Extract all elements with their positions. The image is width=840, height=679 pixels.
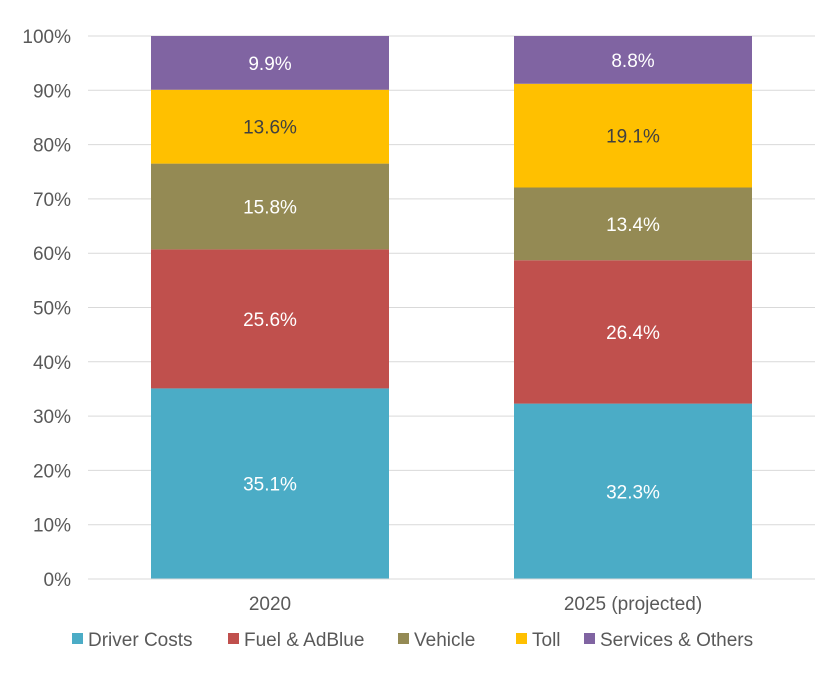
- data-label: 8.8%: [611, 51, 654, 72]
- y-tick-label: 40%: [33, 353, 71, 374]
- y-tick-label: 90%: [33, 81, 71, 102]
- legend-label: Services & Others: [600, 630, 753, 651]
- bar-segment: [514, 187, 752, 261]
- data-label: 25.6%: [243, 310, 297, 331]
- bar-segment: [151, 36, 389, 90]
- y-tick-label: 80%: [33, 136, 71, 157]
- y-tick-label: 0%: [44, 570, 72, 591]
- legend-label: Toll: [532, 630, 561, 651]
- legend-swatch: [72, 633, 83, 644]
- bar-segment: [151, 89, 389, 164]
- y-tick-label: 60%: [33, 244, 71, 265]
- data-label: 15.8%: [243, 198, 297, 219]
- y-tick-label: 100%: [22, 27, 71, 48]
- data-label: 19.1%: [606, 127, 660, 148]
- legend-label: Driver Costs: [88, 630, 193, 651]
- y-tick-label: 20%: [33, 461, 71, 482]
- bar-segment: [151, 163, 389, 250]
- data-label: 26.4%: [606, 323, 660, 344]
- y-tick-label: 30%: [33, 407, 71, 428]
- y-tick-label: 10%: [33, 516, 71, 537]
- legend-swatch: [516, 633, 527, 644]
- bar-segment: [151, 249, 389, 389]
- data-label: 9.9%: [248, 54, 291, 75]
- y-tick-label: 70%: [33, 190, 71, 211]
- bars: [151, 36, 752, 579]
- data-label: 13.4%: [606, 215, 660, 236]
- data-label: 32.3%: [606, 482, 660, 503]
- x-tick-label: 2025 (projected): [564, 594, 702, 615]
- y-axis-ticks: 0% 10% 20% 30% 40% 50% 60% 70% 80% 90% 100%: [22, 27, 71, 591]
- legend: Driver Costs Fuel & AdBlue Vehicle Toll Serv…: [72, 630, 753, 651]
- y-tick-label: 50%: [33, 299, 71, 320]
- bar-segment: [514, 403, 752, 579]
- bar-segment: [514, 36, 752, 84]
- data-labels: 35.1% 25.6% 15.8% 13.6% 9.9% 32.3% 26.4% 13.4% 1…: [243, 51, 660, 503]
- data-label: 13.6%: [243, 118, 297, 139]
- bar-segment: [514, 260, 752, 404]
- data-label: 35.1%: [243, 475, 297, 496]
- x-tick-label: 2020: [249, 594, 291, 615]
- legend-swatch: [228, 633, 239, 644]
- legend-label: Fuel & AdBlue: [244, 630, 364, 651]
- legend-label: Vehicle: [414, 630, 475, 651]
- bar-segment: [151, 388, 389, 579]
- x-axis: 2020 2025 (projected): [88, 578, 815, 615]
- bar-segment: [514, 83, 752, 188]
- legend-swatch: [398, 633, 409, 644]
- legend-swatch: [584, 633, 595, 644]
